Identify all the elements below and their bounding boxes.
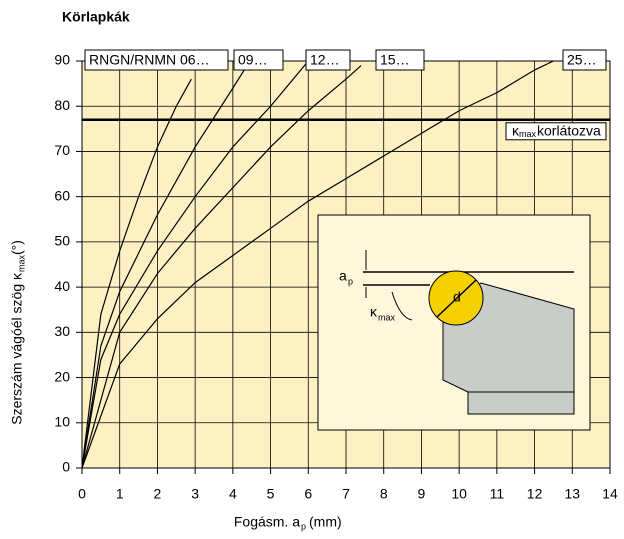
legend-label: 09… (238, 52, 268, 68)
y-tick-label: 0 (62, 459, 70, 475)
x-tick-label: 8 (380, 486, 388, 502)
y-tick-label: 90 (54, 52, 70, 68)
x-label: Fogásm. a (234, 514, 300, 530)
legend-box (233, 49, 284, 71)
y-tick-label: 80 (54, 97, 70, 113)
y-tick-label: 20 (54, 368, 70, 384)
y-tick-label: 40 (54, 278, 70, 294)
x-tick-label: 14 (602, 486, 618, 502)
y-label: Szerszám vágóél szög κ (9, 272, 25, 425)
x-tick-label: 4 (229, 486, 237, 502)
limit-sub: max (519, 129, 537, 139)
inset-d: d (453, 289, 461, 305)
inset-ap-sub: p (348, 276, 353, 286)
curve (81, 60, 309, 469)
x-tick-label: 6 (304, 486, 312, 502)
legend-label: 15… (380, 52, 410, 68)
x-label-unit: (mm) (309, 514, 342, 530)
y-tick-label: 30 (54, 323, 70, 339)
chart-title: Körlapkák (62, 9, 130, 25)
x-tick-label: 7 (342, 486, 350, 502)
limit-text: korlátozva (537, 122, 601, 138)
d-arrow (436, 279, 477, 318)
curve (81, 60, 554, 469)
limit-label-box (505, 122, 607, 141)
x-tick-label: 3 (191, 486, 199, 502)
legend-label: 25… (567, 52, 597, 68)
x-label-sub: p (301, 521, 306, 531)
y-label-unit: (°) (9, 240, 25, 255)
legend-box (84, 49, 229, 71)
legend-label: RNGN/RNMN 06… (89, 52, 210, 68)
x-tick-label: 0 (78, 486, 86, 502)
kappa-arc (391, 291, 413, 321)
curve (81, 65, 362, 469)
y-tick-label: 50 (54, 233, 70, 249)
legend-box (375, 49, 425, 71)
legend-box (305, 49, 351, 71)
y-tick-label: 70 (54, 142, 70, 158)
y-label-sub: max (16, 254, 26, 272)
x-tick-label: 11 (490, 486, 505, 502)
x-tick-label: 5 (267, 486, 275, 502)
y-tick-label: 10 (54, 413, 70, 429)
legend-box (562, 49, 607, 71)
inset: a p κ max d (317, 214, 591, 431)
x-tick-label: 9 (418, 486, 426, 502)
inset-ap: a (339, 268, 347, 284)
y-tick-label: 60 (54, 187, 70, 203)
curve (81, 78, 192, 469)
inset-kappa: κ (370, 304, 378, 320)
x-tick-label: 10 (451, 486, 467, 502)
curve (81, 69, 245, 469)
x-tick-label: 1 (116, 486, 124, 502)
x-tick-label: 12 (527, 486, 543, 502)
inset-kappa-sub: max (378, 312, 396, 322)
legend-label: 12… (310, 52, 340, 68)
x-tick-label: 2 (154, 486, 162, 502)
limit-symbol: κ (512, 122, 520, 138)
x-tick-label: 13 (564, 486, 580, 502)
